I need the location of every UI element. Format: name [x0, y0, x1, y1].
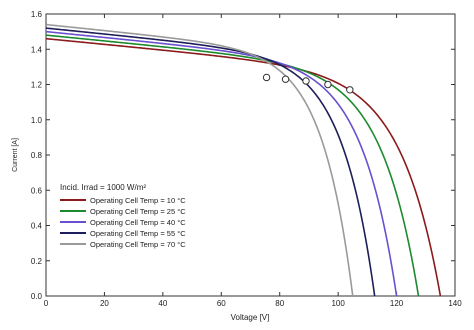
- y-tick-label: 1.6: [31, 10, 43, 19]
- series-line: [45, 34, 420, 297]
- series-line: [45, 30, 398, 297]
- y-tick-label: 1.0: [31, 116, 43, 125]
- x-tick-label: 80: [275, 299, 284, 308]
- x-tick-label: 40: [158, 299, 167, 308]
- x-tick-label: 140: [448, 299, 462, 308]
- y-axis-label: Current [A]: [12, 138, 19, 172]
- x-tick-label: 20: [100, 299, 109, 308]
- mpp-marker: [324, 80, 332, 89]
- x-axis-label: Voltage [V]: [231, 313, 270, 322]
- y-tick-label: 0.2: [31, 257, 43, 266]
- y-tick-label: 0.6: [31, 186, 43, 195]
- legend-title: Incid. Irrad = 1000 W/m²: [60, 183, 146, 192]
- series-line: [45, 37, 442, 297]
- y-tick-label: 1.2: [31, 81, 43, 90]
- mpp-marker: [346, 86, 354, 94]
- legend-label: Operating Cell Temp = 25 °C: [90, 207, 186, 216]
- mpp-marker: [302, 77, 310, 85]
- mpp-markers: [262, 73, 354, 94]
- legend-label: Operating Cell Temp = 55 °C: [90, 229, 186, 238]
- x-tick-label: 0: [44, 299, 49, 308]
- legend-label: Operating Cell Temp = 70 °C: [90, 240, 186, 249]
- legend: Operating Cell Temp = 10 °C Operating Cel…: [60, 196, 186, 249]
- legend-label: Operating Cell Temp = 10 °C: [90, 196, 186, 205]
- legend-label: Operating Cell Temp = 40 °C: [90, 218, 186, 227]
- x-tick-label: 100: [331, 299, 345, 308]
- series-line: [45, 23, 354, 297]
- x-tick-label: 60: [217, 299, 226, 308]
- y-tick-label: 0.0: [31, 292, 43, 301]
- series-lines: [45, 23, 442, 297]
- mpp-marker: [262, 73, 271, 82]
- x-axis-ticks: 0 20 40 60 80 100 120 140: [44, 14, 462, 308]
- series-line: [45, 27, 376, 297]
- y-tick-label: 1.4: [31, 45, 43, 54]
- x-tick-label: 120: [390, 299, 404, 308]
- y-tick-label: 0.4: [31, 222, 43, 231]
- y-axis-ticks: 0.0 0.2 0.4 0.6 0.8 1.0 1.2 1.4 1.6: [31, 10, 455, 301]
- y-tick-label: 0.8: [31, 151, 43, 160]
- mpp-marker: [281, 75, 290, 83]
